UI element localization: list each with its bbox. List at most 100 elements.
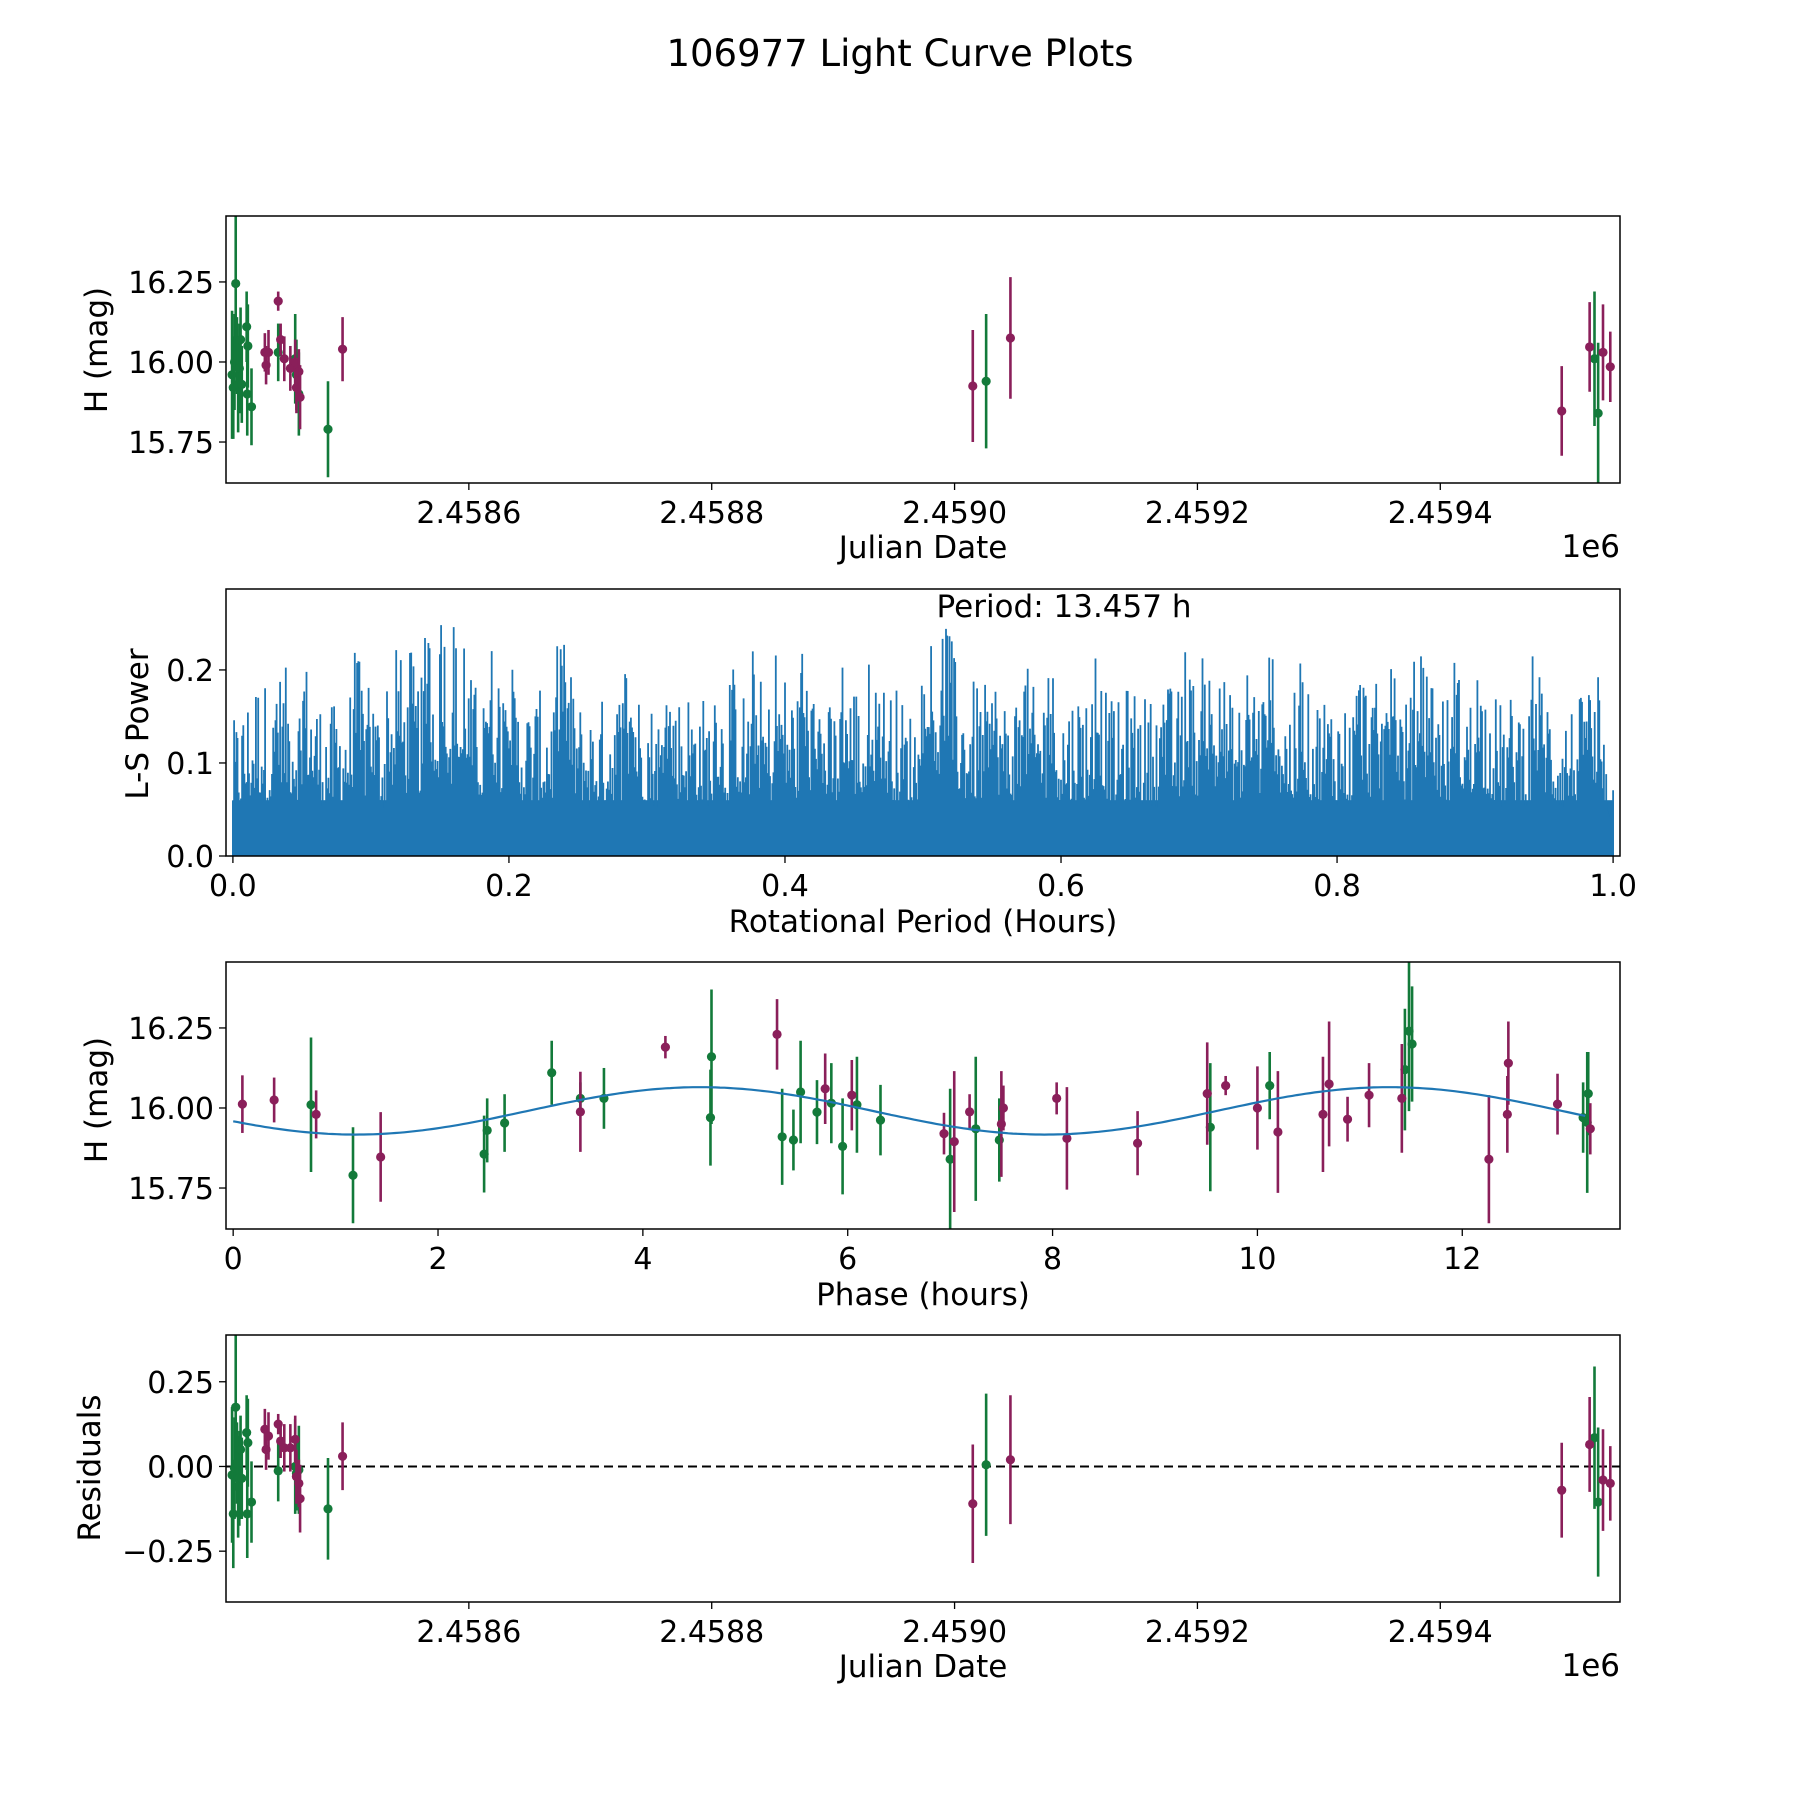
band-m-point bbox=[1605, 362, 1615, 372]
band-m-point bbox=[1714, 1479, 1723, 1488]
band-m-point bbox=[1552, 1099, 1563, 1109]
lightcurve-x-ticks: 2.4586 2.4588 2.4590 2.4592 2.4594 bbox=[416, 483, 1493, 531]
band-m-point bbox=[1761, 407, 1770, 416]
periodogram-y-ticks: 0.0 0.1 0.2 bbox=[166, 654, 226, 875]
band-m-point bbox=[1625, 338, 1634, 347]
periodogram-x-label: Rotational Period (Hours) bbox=[729, 904, 1118, 940]
phased-axes-frame bbox=[225, 961, 1621, 1230]
y-tick-label: 0.2 bbox=[166, 654, 214, 689]
band-g-point bbox=[1627, 367, 1636, 376]
band-m-point bbox=[285, 363, 295, 373]
x-tick-label: 2 bbox=[428, 1242, 447, 1277]
periodogram-panel: 0.0 0.2 0.4 0.6 0.8 1.0 0.0 0.1 0.2 Period: 13.… bbox=[120, 588, 1637, 940]
x-tick-label: 2.4590 bbox=[902, 1615, 1007, 1650]
band-g-point bbox=[243, 1438, 253, 1448]
y-tick-label: 0.1 bbox=[166, 747, 214, 782]
band-g-point bbox=[243, 341, 253, 351]
band-g-point bbox=[981, 1460, 991, 1470]
band-g-point bbox=[1627, 1496, 1636, 1505]
lightcurve-marks bbox=[227, 216, 1770, 483]
band-m-point bbox=[295, 1494, 305, 1504]
residuals-x-offset: 1e6 bbox=[1561, 1648, 1620, 1684]
band-m-point bbox=[1761, 1530, 1770, 1539]
band-g-point bbox=[1593, 1497, 1603, 1507]
band-m-point bbox=[237, 1099, 247, 1109]
band-m-point bbox=[1557, 406, 1567, 416]
band-g-point bbox=[499, 1118, 510, 1128]
x-tick-label: 2.4592 bbox=[1145, 496, 1250, 531]
band-m-point bbox=[968, 1499, 978, 1509]
band-m-point bbox=[1605, 1478, 1615, 1489]
band-m-point bbox=[820, 1084, 830, 1094]
band-m-point bbox=[1062, 1133, 1072, 1143]
band-m-point bbox=[337, 1451, 348, 1461]
band-m-point bbox=[1364, 1090, 1374, 1100]
x-tick-label: 12 bbox=[1443, 1242, 1481, 1277]
periodogram-x-ticks: 0.0 0.2 0.4 0.6 0.8 1.0 bbox=[209, 856, 1637, 904]
y-tick-label: 0.0 bbox=[166, 840, 214, 875]
band-g-point bbox=[482, 1125, 492, 1135]
y-tick-label: 16.25 bbox=[128, 1012, 214, 1047]
band-g-point bbox=[1593, 408, 1603, 418]
band-g-point bbox=[1407, 1039, 1417, 1049]
x-tick-label: 2.4590 bbox=[902, 496, 1007, 531]
band-g-point bbox=[231, 278, 241, 289]
x-tick-label: 0.4 bbox=[761, 869, 809, 904]
band-m-point bbox=[269, 1095, 279, 1105]
band-m-point bbox=[337, 344, 348, 354]
y-tick-label: 0.25 bbox=[147, 1366, 214, 1401]
band-m-point bbox=[1484, 1154, 1494, 1164]
band-g-point bbox=[1638, 1508, 1647, 1517]
residuals-x-ticks: 2.4586 2.4588 2.4590 2.4592 2.4594 bbox=[416, 1602, 1493, 1650]
band-m-point bbox=[1672, 378, 1681, 387]
band-m-point bbox=[1660, 364, 1669, 373]
band-g-point bbox=[1265, 1080, 1275, 1091]
band-m-point bbox=[1005, 333, 1016, 343]
band-g-point bbox=[348, 1170, 358, 1180]
band-m-point bbox=[949, 1137, 959, 1147]
band-m-point bbox=[1324, 1079, 1334, 1089]
x-tick-label: 2.4592 bbox=[1145, 1615, 1250, 1650]
band-g-point bbox=[981, 376, 991, 386]
y-tick-label: 15.75 bbox=[128, 426, 214, 461]
band-m-point bbox=[1625, 1452, 1634, 1461]
band-g-point bbox=[246, 1497, 257, 1507]
phased-x-ticks: 0 2 4 6 8 10 12 bbox=[224, 1229, 1481, 1277]
band-g-point bbox=[1589, 1433, 1600, 1443]
band-m-point bbox=[1714, 389, 1723, 398]
band-g-point bbox=[875, 1115, 886, 1125]
band-m-point bbox=[311, 1109, 321, 1119]
x-tick-label: 2.4586 bbox=[416, 496, 521, 531]
periodogram-axes-frame bbox=[225, 588, 1621, 857]
band-g-point bbox=[323, 424, 333, 434]
band-m-point bbox=[575, 1107, 585, 1117]
band-m-point bbox=[1672, 1477, 1681, 1486]
band-g-point bbox=[1638, 396, 1647, 405]
x-tick-label: 0.0 bbox=[209, 869, 257, 904]
band-g-point bbox=[1626, 1430, 1635, 1439]
band-m-point bbox=[1005, 1455, 1016, 1465]
band-m-point bbox=[660, 1042, 671, 1052]
band-m-point bbox=[1585, 342, 1595, 352]
band-m-point bbox=[1706, 1465, 1715, 1474]
band-g-point bbox=[796, 1087, 806, 1097]
band-m-point bbox=[1132, 1138, 1143, 1148]
band-m-point bbox=[276, 1436, 286, 1446]
period-annotation: Period: 13.457 h bbox=[937, 589, 1192, 625]
y-tick-label: 0.00 bbox=[147, 1450, 214, 1485]
band-m-point bbox=[295, 392, 305, 402]
periodogram-y-label: L-S Power bbox=[120, 648, 156, 799]
band-m-point bbox=[1706, 386, 1715, 395]
band-m-point bbox=[968, 381, 978, 391]
band-g-point bbox=[273, 1466, 283, 1476]
band-m-point bbox=[1660, 1486, 1669, 1495]
band-m-point bbox=[1649, 1452, 1658, 1461]
band-g-point bbox=[547, 1068, 557, 1078]
x-tick-label: 4 bbox=[633, 1242, 652, 1277]
band-m-point bbox=[847, 1090, 857, 1100]
band-m-point bbox=[1252, 1103, 1263, 1113]
band-g-point bbox=[1629, 293, 1638, 302]
band-m-point bbox=[1663, 284, 1672, 293]
